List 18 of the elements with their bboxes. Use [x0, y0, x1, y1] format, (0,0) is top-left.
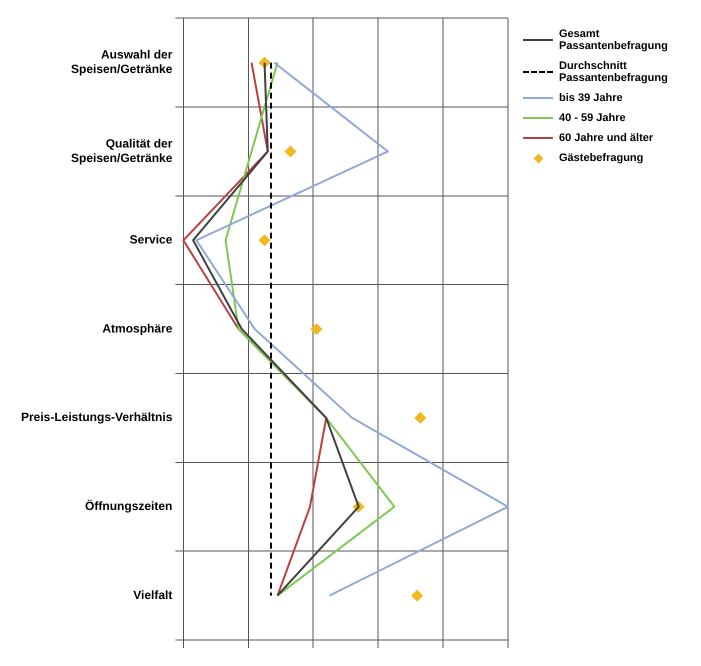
legend-label: bis 39 Jahre — [559, 92, 623, 104]
legend-label: 40 - 59 Jahre — [559, 112, 626, 124]
y-tick-label: Öffnungszeiten — [85, 499, 172, 514]
point — [310, 323, 322, 336]
legend-label: Gästebefragung — [559, 152, 644, 164]
legend-label: Durchschnitt Passantenbefragung — [559, 60, 669, 84]
legend-label: Gesamt Passantenbefragung — [559, 28, 669, 52]
y-tick-label: Preis-Leistungs-Verhältnis — [20, 410, 173, 424]
y-tick-label: Qualität der Speisen/Getränke — [70, 136, 173, 165]
y-tick-label: Atmosphäre — [102, 321, 173, 336]
point — [411, 590, 424, 602]
point — [258, 234, 271, 246]
y-tick-label: Service — [130, 232, 173, 247]
point — [284, 145, 297, 158]
point — [414, 412, 426, 424]
legend-label: 60 Jahre und älter — [559, 132, 654, 144]
y-tick-label: Vielfalt — [133, 588, 172, 602]
y-tick-label: Auswahl der Speisen/Getränke — [70, 48, 173, 76]
